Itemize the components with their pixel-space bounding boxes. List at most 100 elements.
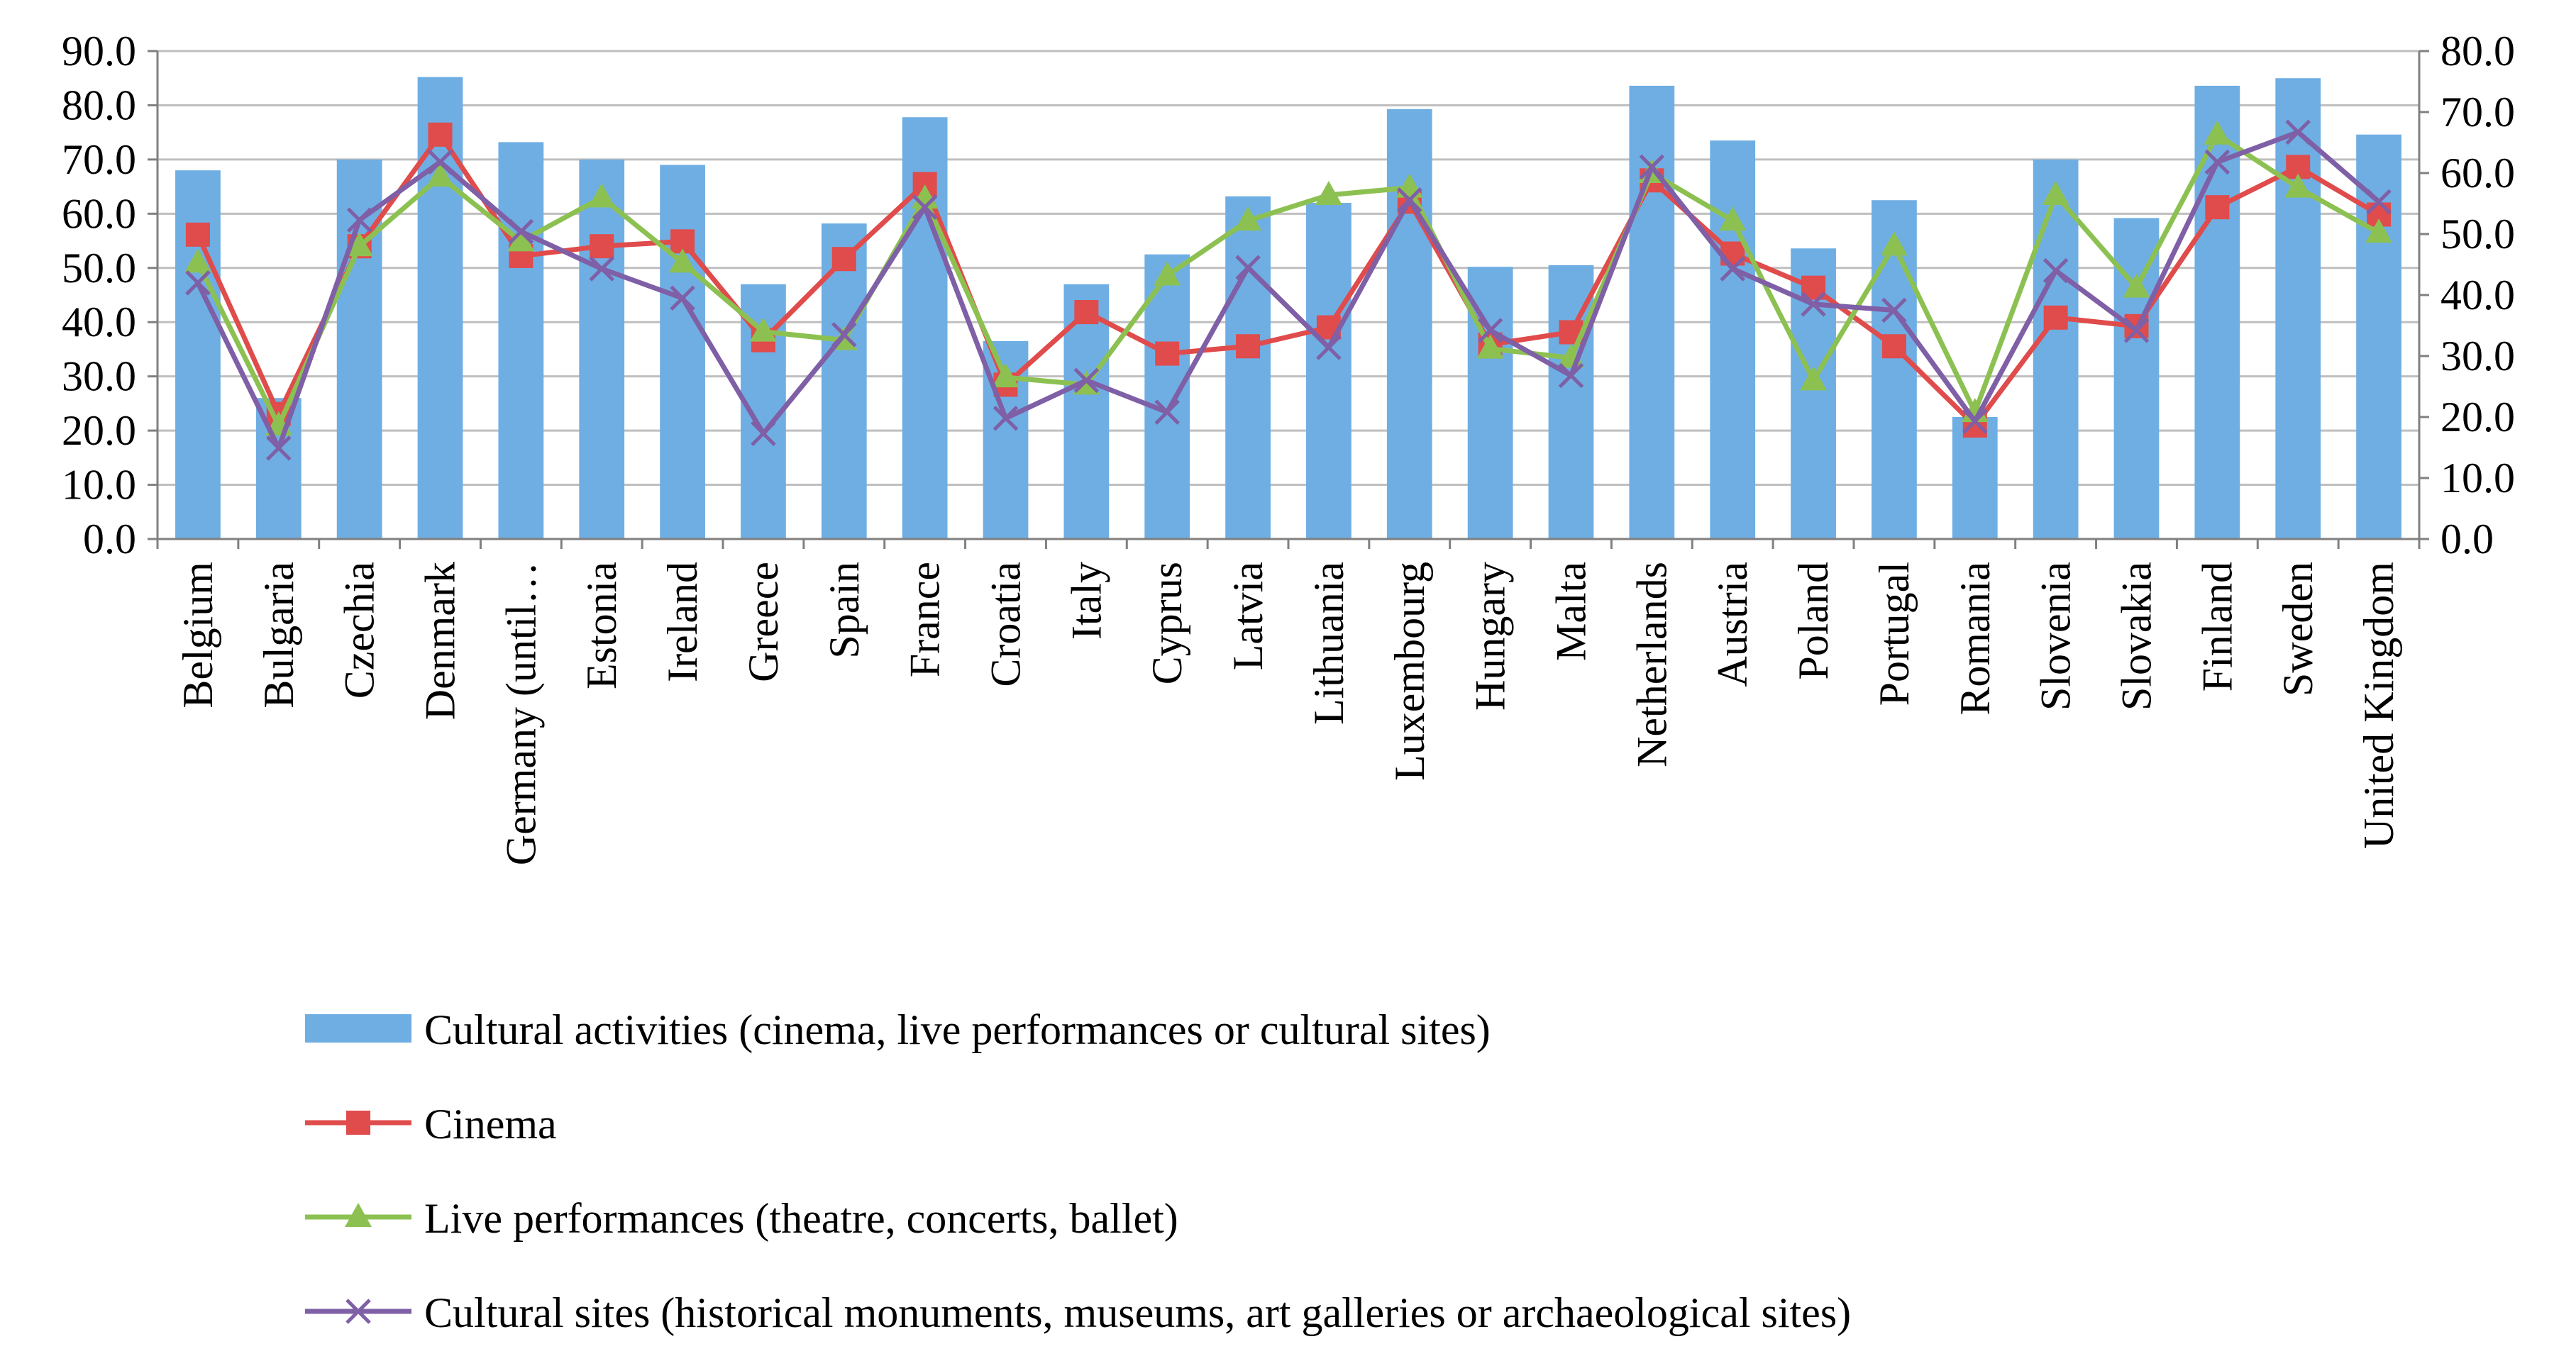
left-tick-label: 80.0 xyxy=(62,82,136,128)
point-slovakia xyxy=(2123,318,2150,343)
point-ireland xyxy=(669,248,697,273)
bar-netherlands xyxy=(1629,85,1675,540)
category-label-italy: Italy xyxy=(1063,562,1110,640)
category-label-belgium: Belgium xyxy=(175,562,221,709)
point-czechia xyxy=(346,232,373,257)
legend-entry: Cultural activities (cinema, live perfor… xyxy=(305,1006,1491,1053)
point-portugal xyxy=(1880,231,1908,256)
bar-estonia xyxy=(579,159,625,539)
point-finland xyxy=(2205,195,2230,220)
category-label-latvia: Latvia xyxy=(1225,562,1271,670)
point-portugal xyxy=(1881,297,1907,323)
point-hungary xyxy=(1477,318,1503,343)
point-belgium xyxy=(184,248,211,273)
legend: Cultural activities (cinema, live perfor… xyxy=(305,1006,1851,1336)
point-austria xyxy=(1720,256,1745,282)
category-label-sweden: Sweden xyxy=(2274,562,2321,696)
point-estonia xyxy=(588,183,616,208)
category-label-hungary: Hungary xyxy=(1467,562,1514,711)
point-romania xyxy=(1962,409,1988,434)
point-cyprus xyxy=(1155,341,1180,366)
gridlines xyxy=(157,50,2419,540)
point-luxembourg xyxy=(1397,187,1422,213)
point-slovakia xyxy=(2123,273,2150,298)
category-label-slovakia: Slovakia xyxy=(2113,562,2160,711)
category-label-croatia: Croatia xyxy=(983,562,1029,687)
point-united-kingdom xyxy=(2365,218,2393,243)
category-label-ireland: Ireland xyxy=(659,562,706,682)
category-label-united-kingdom: United Kingdom xyxy=(2355,562,2402,849)
point-finland xyxy=(2204,149,2230,175)
left-tick-label: 60.0 xyxy=(62,190,136,237)
category-label-spain: Spain xyxy=(821,562,868,659)
point-lithuania xyxy=(1316,335,1342,360)
point-latvia xyxy=(1235,255,1261,281)
category-label-netherlands: Netherlands xyxy=(1628,562,1675,767)
category-label-estonia: Estonia xyxy=(578,562,625,689)
left-tick-label: 10.0 xyxy=(62,462,136,509)
legend-swatch xyxy=(305,1014,411,1043)
point-latvia xyxy=(1236,334,1261,359)
legend-marker xyxy=(345,1203,372,1227)
legend-entry: Live performances (theatre, concerts, ba… xyxy=(305,1195,1178,1242)
point-cyprus xyxy=(1154,399,1180,425)
category-label-portugal: Portugal xyxy=(1871,562,1918,706)
point-latvia xyxy=(1234,206,1262,231)
right-tick-label: 10.0 xyxy=(2440,455,2515,501)
bar-austria xyxy=(1710,140,1756,540)
category-label-finland: Finland xyxy=(2194,562,2240,691)
category-label-poland: Poland xyxy=(1790,562,1837,680)
category-label-greece: Greece xyxy=(740,562,787,682)
point-ireland xyxy=(670,285,695,311)
right-tick-label: 0.0 xyxy=(2440,516,2494,562)
legend-entry: Cinema xyxy=(305,1101,557,1148)
bar-ireland xyxy=(660,165,705,540)
legend-label: Live performances (theatre, concerts, ba… xyxy=(424,1195,1178,1242)
bar-portugal xyxy=(1872,200,1917,539)
bar-malta xyxy=(1548,265,1594,539)
legend-marker xyxy=(346,1111,370,1135)
point-spain xyxy=(831,322,857,348)
point-slovenia xyxy=(2042,257,2069,284)
point-denmark xyxy=(427,149,453,175)
category-label-romania: Romania xyxy=(1952,562,1999,716)
category-label-slovenia: Slovenia xyxy=(2033,562,2079,711)
bar-lithuania xyxy=(1306,203,1351,539)
bar-united-kingdom xyxy=(2356,134,2401,540)
point-greece xyxy=(749,317,777,342)
category-label-bulgaria: Bulgaria xyxy=(255,562,302,709)
point-lithuania xyxy=(1315,180,1342,205)
series-line xyxy=(195,129,2381,451)
legend-label: Cultural activities (cinema, live perfor… xyxy=(424,1006,1491,1053)
right-tick-label: 30.0 xyxy=(2440,333,2515,379)
point-denmark xyxy=(426,162,454,187)
point-slovenia xyxy=(2042,180,2069,205)
bar-latvia xyxy=(1225,196,1271,539)
category-label-lithuania: Lithuania xyxy=(1305,562,1352,725)
right-axis-ticks: 0.0 10.0 20.0 30.0 40.0 50.0 60.0 70.0 80.0 xyxy=(2440,28,2515,562)
point-croatia xyxy=(993,405,1019,431)
point-poland xyxy=(1801,291,1826,317)
point-sweden xyxy=(2285,119,2311,145)
category-labels: Belgium Bulgaria Czechia Denmark Germany (un… xyxy=(175,562,2402,865)
point-estonia xyxy=(590,234,614,259)
point-finland xyxy=(2204,120,2231,145)
category-label-austria: Austria xyxy=(1709,562,1756,687)
line-series xyxy=(184,119,2393,461)
category-label-malta: Malta xyxy=(1548,562,1595,661)
point-sweden xyxy=(2284,173,2312,198)
point-spain xyxy=(831,247,856,272)
right-tick-label: 70.0 xyxy=(2440,89,2515,135)
point-netherlands xyxy=(1639,154,1665,180)
legend-label: Cinema xyxy=(424,1101,557,1148)
point-cyprus xyxy=(1154,261,1181,286)
point-czechia xyxy=(346,207,372,233)
point-italy xyxy=(1073,367,1100,394)
legend-marker xyxy=(346,1299,371,1324)
series-line xyxy=(195,132,2380,428)
point-poland xyxy=(1800,366,1828,391)
left-axis-ticks: 0.0 10.0 20.0 30.0 40.0 50.0 60.0 70.0 80.0 90.0 xyxy=(62,28,136,562)
category-label-france: France xyxy=(902,562,949,677)
right-tick-label: 80.0 xyxy=(2440,28,2515,74)
